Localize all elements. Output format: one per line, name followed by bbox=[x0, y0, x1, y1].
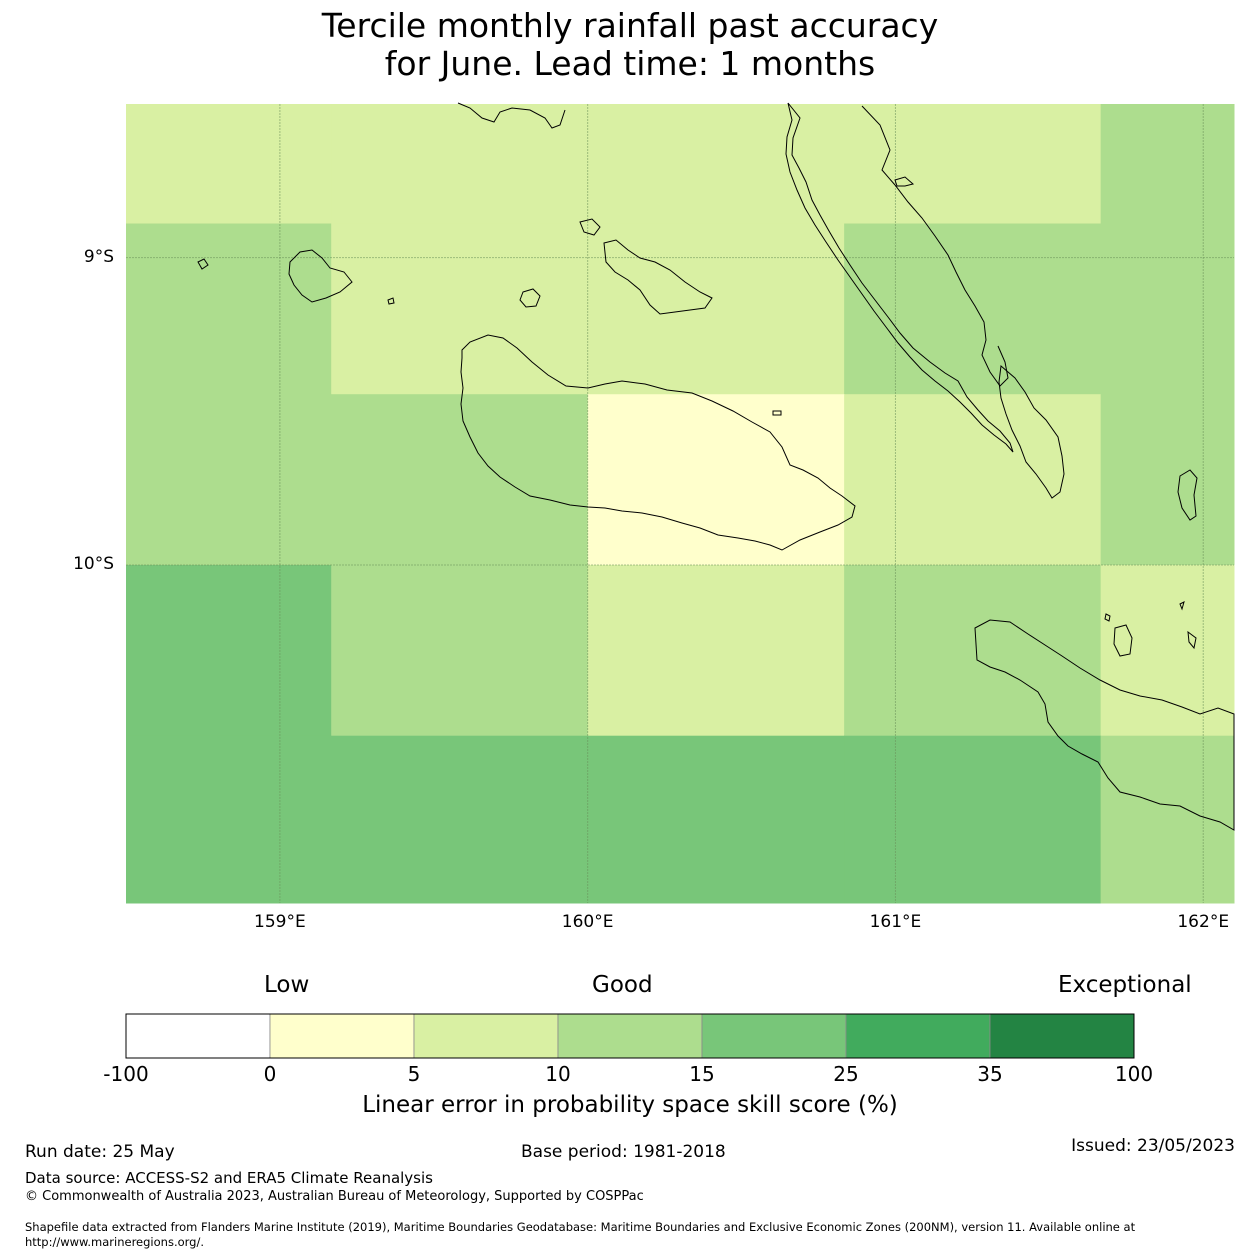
colorbar-tick-label: 0 bbox=[263, 1062, 277, 1086]
issued-date: Issued: 23/05/2023 bbox=[1071, 1136, 1235, 1156]
colorbar-tick-label: 100 bbox=[1114, 1062, 1154, 1086]
longitude-tick-label: 160°E bbox=[561, 912, 614, 932]
skill-cell bbox=[1100, 735, 1235, 904]
colorbar-category-exceptional: Exceptional bbox=[1058, 972, 1192, 998]
graticule bbox=[126, 104, 1234, 903]
skill-cell bbox=[587, 735, 845, 904]
coastline-island-n1 bbox=[894, 176, 915, 187]
colorbar-swatch bbox=[989, 1013, 1135, 1059]
colorbar bbox=[125, 1013, 1135, 1059]
skill-cell bbox=[587, 104, 845, 225]
colorbar-outline bbox=[125, 1013, 1135, 1059]
base-period: Base period: 1981-2018 bbox=[521, 1142, 726, 1162]
skill-cell bbox=[1100, 104, 1235, 225]
colorbar-tick-label: -100 bbox=[103, 1062, 149, 1086]
shapefile-credit-line-2: http://www.marineregions.org/. bbox=[25, 1235, 204, 1249]
run-date: Run date: 25 May bbox=[25, 1142, 175, 1162]
longitude-tick-label: 159°E bbox=[254, 912, 306, 932]
colorbar-swatch bbox=[125, 1013, 271, 1059]
skill-cell bbox=[126, 223, 332, 395]
colorbar-category-good: Good bbox=[592, 972, 653, 998]
colorbar-swatch bbox=[413, 1013, 559, 1059]
colorbar-tick-label: 25 bbox=[833, 1062, 859, 1086]
colorbar-tick-label: 35 bbox=[977, 1062, 1003, 1086]
coastline-malaita-east bbox=[861, 105, 1009, 387]
colorbar-tick-label: 10 bbox=[545, 1062, 571, 1086]
map-title-line-1: Tercile monthly rainfall past accuracy bbox=[321, 6, 939, 45]
skill-cell bbox=[1100, 223, 1235, 395]
longitude-tick-label: 161°E bbox=[869, 912, 922, 932]
skill-cell bbox=[331, 104, 589, 225]
longitude-tick-label: 162°E bbox=[1177, 912, 1230, 932]
colorbar-category-low: Low bbox=[264, 972, 310, 998]
skill-cell bbox=[331, 735, 589, 904]
skill-cell bbox=[126, 564, 332, 737]
colorbar-swatch bbox=[845, 1013, 991, 1059]
latitude-tick-label: 9°S bbox=[83, 246, 114, 267]
skill-cell bbox=[587, 394, 845, 566]
skill-cell bbox=[126, 104, 332, 225]
copyright: © Commonwealth of Australia 2023, Austra… bbox=[25, 1189, 644, 1204]
colorbar-tick-label: 5 bbox=[407, 1062, 421, 1086]
coastline-makira bbox=[974, 619, 1235, 831]
coastline-island-e2 bbox=[1104, 613, 1111, 622]
coastline-island-e3 bbox=[1179, 601, 1185, 611]
colorbar-swatch bbox=[557, 1013, 703, 1059]
skill-grid bbox=[126, 104, 1235, 904]
coastline-island-g1 bbox=[772, 410, 782, 416]
colorbar-swatch bbox=[269, 1013, 415, 1059]
coastline-ulawa bbox=[1177, 469, 1198, 521]
skill-cell bbox=[126, 735, 332, 904]
coastline-russell-2 bbox=[197, 258, 209, 270]
skill-cell bbox=[1100, 394, 1235, 566]
skill-cell bbox=[587, 223, 845, 395]
coastline-guadalcanal bbox=[460, 334, 856, 551]
skill-cell bbox=[844, 564, 1102, 737]
skill-cell bbox=[331, 223, 589, 395]
coastline-savo bbox=[519, 288, 541, 308]
coastline-nggela-2 bbox=[579, 218, 601, 236]
skill-cell bbox=[587, 564, 845, 737]
skill-cell bbox=[126, 394, 332, 566]
skill-cell bbox=[331, 564, 589, 737]
coastline-malaita bbox=[785, 102, 1014, 453]
colorbar-tick-label: 15 bbox=[689, 1062, 715, 1086]
shapefile-credit-line-1: Shapefile data extracted from Flanders M… bbox=[25, 1220, 1136, 1234]
skill-cell bbox=[1100, 564, 1235, 737]
coastline-santa-isabel bbox=[457, 102, 566, 129]
skill-cell bbox=[844, 223, 1102, 395]
skill-cell bbox=[844, 394, 1102, 566]
skill-cell bbox=[844, 735, 1102, 904]
skill-cell bbox=[331, 394, 589, 566]
colorbar-swatch bbox=[701, 1013, 847, 1059]
latitude-tick-label: 10°S bbox=[73, 553, 114, 574]
colorbar-label: Linear error in probability space skill … bbox=[362, 1092, 898, 1118]
coastline-island-e1 bbox=[1113, 624, 1133, 657]
coastlines bbox=[197, 102, 1235, 831]
coastline-russell-3 bbox=[387, 297, 395, 305]
coastline-russell-1 bbox=[288, 249, 353, 303]
coastline-small-malaita bbox=[998, 365, 1065, 499]
coastline-island-e4 bbox=[1187, 630, 1197, 650]
skill-cell bbox=[844, 104, 1102, 225]
coastline-nggela-1 bbox=[603, 239, 713, 315]
data-source: Data source: ACCESS-S2 and ERA5 Climate … bbox=[25, 1169, 433, 1187]
map-title-line-2: for June. Lead time: 1 months bbox=[384, 44, 876, 83]
